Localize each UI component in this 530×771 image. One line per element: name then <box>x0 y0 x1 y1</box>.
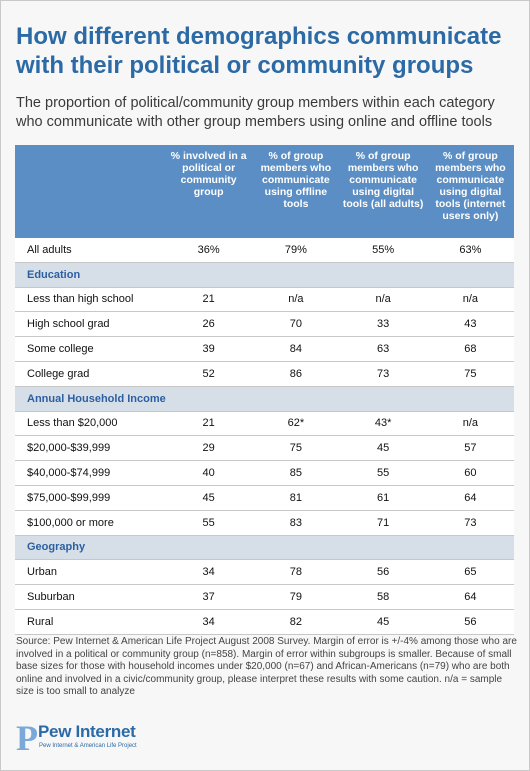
table-cell: 82 <box>252 609 340 635</box>
pew-internet-logo: P Pew Internet Pew Internet & American L… <box>16 718 216 758</box>
table-cell: 81 <box>252 485 340 511</box>
table-cell: n/a <box>426 411 514 437</box>
row-label: Rural <box>15 609 165 635</box>
table-cell: 84 <box>252 336 340 362</box>
table-cell: 21 <box>165 411 253 437</box>
table-header-row: % involved in a political or community g… <box>15 145 514 238</box>
header-cell-digital-all: % of group members who communicate using… <box>339 145 427 238</box>
table-row: $100,000 or more 55 83 71 73 <box>15 510 514 536</box>
table-row: Urban 34 78 56 65 <box>15 559 514 586</box>
table-body: All adults 36% 79% 55% 63% Education Less than… <box>15 238 514 635</box>
table-cell: 40 <box>165 460 253 486</box>
table-cell: 39 <box>165 336 253 362</box>
table-cell: 85 <box>252 460 340 486</box>
table-cell: 65 <box>426 559 514 586</box>
table-cell: 61 <box>339 485 427 511</box>
table-row: $75,000-$99,999 45 81 61 64 <box>15 485 514 511</box>
table-cell: 62* <box>252 411 340 437</box>
table-section-row: Annual Household Income <box>15 386 514 412</box>
table-cell: 57 <box>426 435 514 462</box>
header-cell-label <box>15 145 165 238</box>
table-cell: 86 <box>252 361 340 387</box>
table-row: Some college 39 84 63 68 <box>15 336 514 362</box>
table-cell: 56 <box>339 559 427 586</box>
table-cell: 45 <box>339 609 427 635</box>
source-note: Source: Pew Internet & American Life Pro… <box>16 636 517 697</box>
table-cell: 75 <box>426 361 514 387</box>
header-cell-offline: % of group members who communicate using… <box>252 145 340 238</box>
table-cell: 26 <box>165 311 253 338</box>
section-label: Geography <box>15 535 514 561</box>
row-label: $40,000-$74,999 <box>15 460 165 486</box>
table-cell: 78 <box>252 559 340 586</box>
table-cell: 34 <box>165 609 253 635</box>
row-label: Some college <box>15 336 165 362</box>
table-row: All adults 36% 79% 55% 63% <box>15 238 514 263</box>
table-cell: 63 <box>339 336 427 362</box>
table-cell: 64 <box>426 584 514 610</box>
table-cell: 37 <box>165 584 253 610</box>
table-cell: 64 <box>426 485 514 511</box>
table-cell: 34 <box>165 559 253 586</box>
section-label: Education <box>15 262 514 288</box>
table-cell: 55 <box>339 460 427 486</box>
table-cell: 52 <box>165 361 253 387</box>
table-cell: 21 <box>165 287 253 313</box>
row-label: Urban <box>15 559 165 586</box>
table-cell: n/a <box>252 287 340 313</box>
table-row: Rural 34 82 45 56 <box>15 609 514 635</box>
header-cell-digital-internet: % of group members who communicate using… <box>426 145 514 238</box>
table-cell: 55% <box>339 238 427 263</box>
table-cell: 79 <box>252 584 340 610</box>
row-label: Less than $20,000 <box>15 411 165 437</box>
table-cell: 56 <box>426 609 514 635</box>
row-label: $100,000 or more <box>15 510 165 536</box>
header-cell-involved: % involved in a political or community g… <box>165 145 253 238</box>
row-label: All adults <box>15 238 165 263</box>
table-cell: 73 <box>426 510 514 536</box>
table-cell: 73 <box>339 361 427 387</box>
table-cell: 79% <box>252 238 340 263</box>
row-label: Less than high school <box>15 287 165 313</box>
table-cell: 75 <box>252 435 340 462</box>
pew-logo-name: Pew Internet <box>38 722 136 741</box>
table-cell: 45 <box>339 435 427 462</box>
table-row: High school grad 26 70 33 43 <box>15 311 514 338</box>
row-label: $20,000-$39,999 <box>15 435 165 462</box>
table-section-row: Education <box>15 262 514 288</box>
row-label: High school grad <box>15 311 165 338</box>
table-row: College grad 52 86 73 75 <box>15 361 514 387</box>
table-cell: 43* <box>339 411 427 437</box>
row-label: $75,000-$99,999 <box>15 485 165 511</box>
table-cell: 33 <box>339 311 427 338</box>
table-cell: 70 <box>252 311 340 338</box>
table-cell: 58 <box>339 584 427 610</box>
table-cell: 55 <box>165 510 253 536</box>
table-row: $40,000-$74,999 40 85 55 60 <box>15 460 514 486</box>
table-cell: 29 <box>165 435 253 462</box>
table-cell: 83 <box>252 510 340 536</box>
table-cell: 71 <box>339 510 427 536</box>
table-cell: 43 <box>426 311 514 338</box>
table-cell: 45 <box>165 485 253 511</box>
table-row: Less than $20,000 21 62* 43* n/a <box>15 411 514 437</box>
pew-logo-mark: P <box>16 718 38 758</box>
table-cell: 68 <box>426 336 514 362</box>
row-label: College grad <box>15 361 165 387</box>
table-cell: n/a <box>426 287 514 313</box>
pew-logo-tagline: Pew Internet & American Life Project <box>39 743 137 749</box>
table-section-row: Geography <box>15 535 514 561</box>
page-title: How different demographics communicate w… <box>16 23 502 79</box>
row-label: Suburban <box>15 584 165 610</box>
table-row: Less than high school 21 n/a n/a n/a <box>15 287 514 313</box>
table-cell: 63% <box>426 238 514 263</box>
table-row: $20,000-$39,999 29 75 45 57 <box>15 435 514 462</box>
table-cell: 36% <box>165 238 253 263</box>
table-cell: 60 <box>426 460 514 486</box>
page-subtitle: The proportion of political/community gr… <box>16 95 495 130</box>
data-table: % involved in a political or community g… <box>15 145 514 635</box>
table-row: Suburban 37 79 58 64 <box>15 584 514 610</box>
section-label: Annual Household Income <box>15 386 514 412</box>
table-cell: n/a <box>339 287 427 313</box>
